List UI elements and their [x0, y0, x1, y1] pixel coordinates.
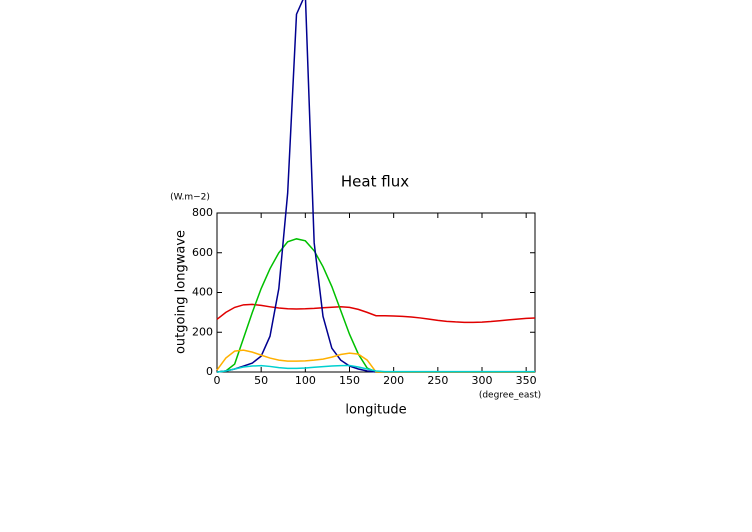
y-tick-label: 600: [192, 246, 213, 259]
y-unit: (W.m−2): [170, 193, 210, 203]
y-tick-label: 0: [206, 365, 213, 378]
x-tick-label: 0: [214, 374, 221, 387]
x-tick-label: 100: [295, 374, 316, 387]
y-tick-label: 200: [192, 325, 213, 338]
x-unit: (degree_east): [479, 391, 541, 401]
series-line: [216, 364, 535, 373]
x-tick-label: 200: [383, 374, 404, 387]
x-tick-label: 350: [516, 374, 537, 387]
x-tick-label: 300: [472, 374, 493, 387]
y-tick-label: 400: [192, 286, 213, 299]
series-line: [216, 349, 535, 373]
chart-title: Heat flux: [341, 173, 409, 191]
y-axis-label: outgoing longwave: [174, 230, 189, 354]
y-tick-label: 800: [192, 206, 213, 219]
x-tick-label: 250: [427, 374, 448, 387]
x-tick-label: 150: [339, 374, 360, 387]
x-axis-label: longitude: [345, 403, 406, 418]
x-tick-label: 50: [254, 374, 268, 387]
series-line: [216, 303, 536, 324]
